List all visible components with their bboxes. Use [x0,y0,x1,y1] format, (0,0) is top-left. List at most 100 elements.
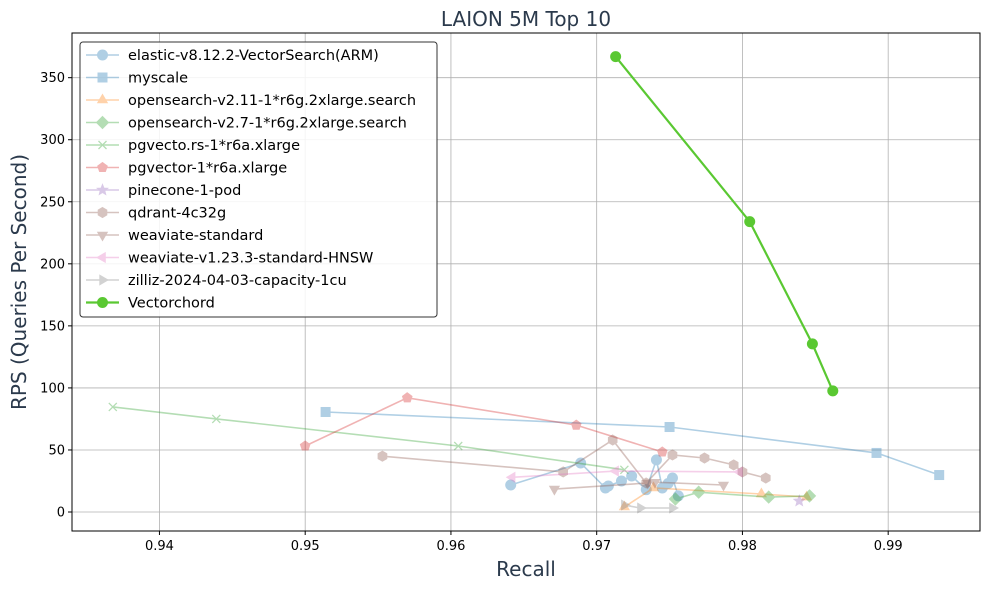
data-point [609,465,619,477]
data-point [691,485,706,499]
series-weaviate-v1-23-3-standard-hnsw [505,465,743,483]
y-axis-label: RPS (Queries Per Second) [7,154,31,410]
series-line [304,396,663,453]
x-tick-label: 0.98 [728,539,757,554]
data-point [575,457,587,469]
data-point [667,449,678,461]
data-point [650,454,662,466]
series-pgvector-1-r6a-xlarge [299,392,668,457]
legend-marker [97,49,108,61]
data-point [401,392,413,403]
legend-label: elastic-v8.12.2-VectorSearch(ARM) [128,48,379,64]
data-point [637,502,647,514]
legend-label: pgvector-1*r6a.xlarge [128,161,287,177]
series-elastic-v8-12-2-vectorsearch-arm- [505,454,684,502]
legend-label: pgvecto.rs-1*r6a.xlarge [128,138,300,154]
data-point [505,479,517,491]
legend-label: qdrant-4c32g [128,206,226,222]
data-point [610,51,622,63]
data-point [558,466,568,478]
x-axis-label: Recall [496,557,556,581]
data-point [728,459,739,471]
series-line [624,504,673,509]
data-point [800,490,813,501]
legend-marker [95,183,110,196]
legend-entry: weaviate-v1.23.3-standard-HNSW [86,251,373,267]
data-point [672,490,684,502]
data-point [802,489,817,503]
data-point [618,500,630,511]
legend-entry: myscale [86,71,188,87]
legend-label: opensearch-v2.7-1*r6g.2xlarge.search [128,116,407,132]
y-tick-label: 300 [40,133,65,148]
x-tick-label: 0.94 [145,539,174,554]
legend-marker [96,231,109,242]
series-line [675,491,810,500]
legend-label: Vectorchord [128,296,215,312]
data-point [548,485,561,496]
data-point [621,499,631,511]
data-point [570,419,582,430]
data-point [664,422,675,433]
x-tick-label: 0.95 [291,539,320,554]
legend-label: weaviate-v1.23.3-standard-HNSW [128,251,373,267]
series-opensearch-v2-7-1-r6g-2xlarge-search [668,485,817,506]
data-point [641,477,652,489]
legend-marker [97,206,108,219]
series-pgvecto-rs-1-r6a-xlarge [108,402,629,475]
series-opensearch-v2-11-1-r6g-2xlarge-search [618,481,813,511]
legend-label: myscale [128,71,188,87]
legend-marker [97,297,108,308]
legend-swatch [86,251,119,264]
y-tick-label: 100 [40,381,65,396]
legend-swatch [86,72,119,83]
data-point [320,406,331,417]
data-point [871,447,882,458]
series-weaviate-standard [548,479,730,496]
data-point [732,466,743,478]
data-point [602,480,614,492]
series-line [614,55,834,392]
data-point [755,487,767,498]
legend-marker [96,93,109,104]
legend-marker [97,161,108,172]
data-point [806,338,818,350]
series-line [112,406,625,471]
y-tick-label: 150 [40,319,65,334]
series-line [510,456,680,497]
legend-swatch [86,183,119,196]
data-point [699,452,710,464]
legend-entry: Vectorchord [86,296,215,312]
legend-entry: pgvector-1*r6a.xlarge [86,161,287,177]
data-point [744,216,756,228]
legend-label: weaviate-standard [128,228,263,244]
x-tick-label: 0.96 [436,539,465,554]
data-point [619,465,629,475]
legend-entry: pgvecto.rs-1*r6a.xlarge [86,138,300,154]
legend-entry: qdrant-4c32g [86,206,226,222]
y-tick-label: 350 [40,71,65,86]
legend-entry: pinecone-1-pod [86,183,241,199]
data-point [642,479,654,490]
legend-entry: elastic-v8.12.2-VectorSearch(ARM) [86,48,379,64]
legend-label: opensearch-v2.11-1*r6g.2xlarge.search [128,93,416,109]
data-point [761,490,776,504]
data-point [760,472,771,484]
data-point [668,492,683,506]
legend-marker [98,140,107,150]
legend-swatch [86,231,119,242]
data-point [505,471,516,483]
legend-swatch [86,49,119,61]
legend-label: pinecone-1-pod [128,183,241,199]
series-line [512,470,740,479]
legend-swatch [86,161,119,172]
y-tick-label: 200 [40,257,65,272]
series-pinecone-1-pod [792,494,806,507]
x-tick-label: 0.99 [874,539,903,554]
data-point [737,466,748,478]
series-vectorchord [610,51,839,397]
data-point [656,482,668,494]
data-point [607,434,618,446]
data-point [377,450,388,462]
